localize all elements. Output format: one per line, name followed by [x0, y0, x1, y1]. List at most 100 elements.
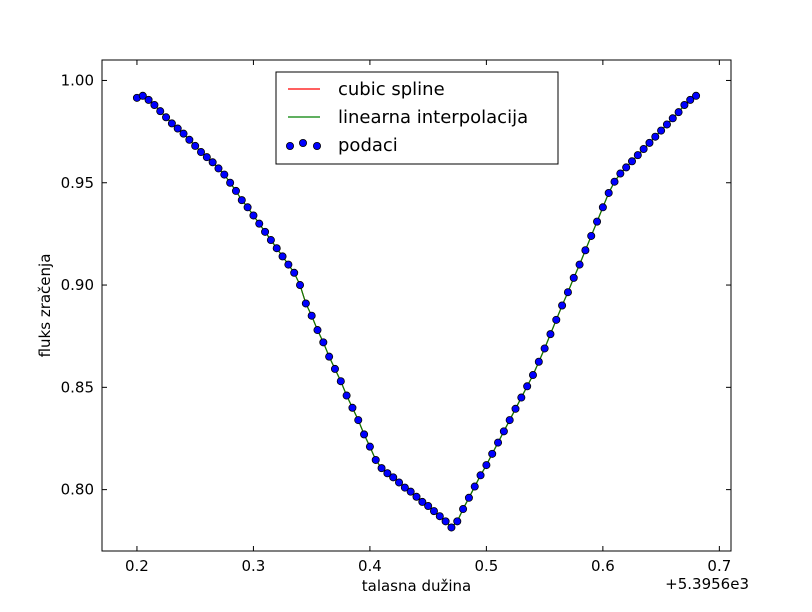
x-tick-label: 0.6 [591, 557, 615, 575]
data-point [354, 416, 363, 425]
data-point [558, 301, 567, 310]
data-point [488, 449, 497, 458]
data-point [185, 135, 194, 144]
data-point [266, 236, 275, 245]
data-point [389, 473, 398, 482]
data-point [371, 455, 380, 464]
legend-dot [285, 141, 294, 150]
data-point [342, 391, 351, 400]
data-point [692, 91, 701, 100]
data-point [290, 268, 299, 277]
data-point [191, 141, 200, 150]
data-point [208, 158, 217, 167]
data-point [616, 169, 625, 178]
data-point [237, 196, 246, 205]
data-point [243, 203, 252, 212]
x-tick-label: 0.5 [474, 557, 498, 575]
legend-dot [298, 138, 307, 147]
x-tick-label: 0.7 [707, 557, 731, 575]
data-point [162, 113, 171, 122]
legend-label-data-points: podaci [338, 135, 398, 156]
data-point [249, 211, 258, 220]
legend-swatch-data-points [285, 138, 321, 150]
data-point [365, 442, 374, 451]
data-point [226, 178, 235, 187]
data-point [680, 101, 689, 110]
data-point [360, 430, 369, 439]
x-axis-label: talasna dužina [362, 577, 471, 595]
data-point [587, 231, 596, 240]
data-point [499, 427, 508, 436]
data-point [383, 469, 392, 478]
data-point [156, 107, 165, 116]
data-point [563, 288, 572, 297]
data-point [546, 330, 555, 339]
x-tick-label: 0.2 [125, 557, 149, 575]
x-tick-label: 0.3 [241, 557, 265, 575]
data-point [476, 471, 485, 480]
data-point [255, 219, 264, 228]
data-point [278, 252, 287, 261]
data-point [441, 517, 450, 526]
data-point [418, 497, 427, 506]
y-tick-label: 1.00 [61, 71, 94, 89]
data-point [517, 393, 526, 402]
y-tick-label: 0.95 [61, 174, 94, 192]
data-point [470, 482, 479, 491]
data-point [633, 151, 642, 160]
data-point [400, 483, 409, 492]
data-point [540, 344, 549, 353]
data-point [220, 170, 229, 179]
data-point [167, 119, 176, 128]
data-point [639, 144, 648, 153]
data-point [505, 416, 514, 425]
y-axis-label: fluks zračenja [36, 254, 54, 358]
legend-label-cubic-spline: cubic spline [338, 79, 445, 100]
data-point [651, 132, 660, 141]
data-point [657, 126, 666, 135]
data-point [261, 227, 270, 236]
data-point [179, 129, 188, 138]
data-point [622, 163, 631, 172]
data-point [325, 352, 334, 361]
data-point [284, 260, 293, 269]
data-point [598, 203, 607, 212]
data-point [138, 91, 147, 100]
data-point [330, 364, 339, 373]
data-point [453, 517, 462, 526]
plot-layer [132, 91, 701, 532]
data-point [319, 338, 328, 347]
legend-dot [312, 141, 321, 150]
data-point [593, 217, 602, 226]
data-point [412, 492, 421, 501]
data-point [348, 403, 357, 412]
data-point [668, 114, 677, 123]
data-point [523, 382, 532, 391]
y-tick-label: 0.80 [61, 481, 94, 499]
data-point [459, 505, 468, 514]
data-point [313, 326, 322, 335]
data-point [494, 438, 503, 447]
data-point [674, 108, 683, 117]
legend-box [275, 71, 559, 165]
data-point [214, 164, 223, 173]
data-point [429, 507, 438, 516]
data-point [534, 357, 543, 366]
data-point [435, 512, 444, 521]
data-point [395, 478, 404, 487]
data-point [686, 95, 695, 104]
data-point [645, 138, 654, 147]
data-point [231, 186, 240, 195]
data-point [575, 260, 584, 269]
data-point [406, 487, 415, 496]
legend-label-linear-interpolation: linearna interpolacija [338, 107, 528, 128]
data-point [173, 124, 182, 133]
data-point [464, 493, 473, 502]
data-point [424, 501, 433, 510]
data-point [528, 371, 537, 380]
y-tick-label: 0.90 [61, 276, 94, 294]
data-point [307, 311, 316, 320]
data-point [569, 273, 578, 282]
data-point [627, 157, 636, 166]
